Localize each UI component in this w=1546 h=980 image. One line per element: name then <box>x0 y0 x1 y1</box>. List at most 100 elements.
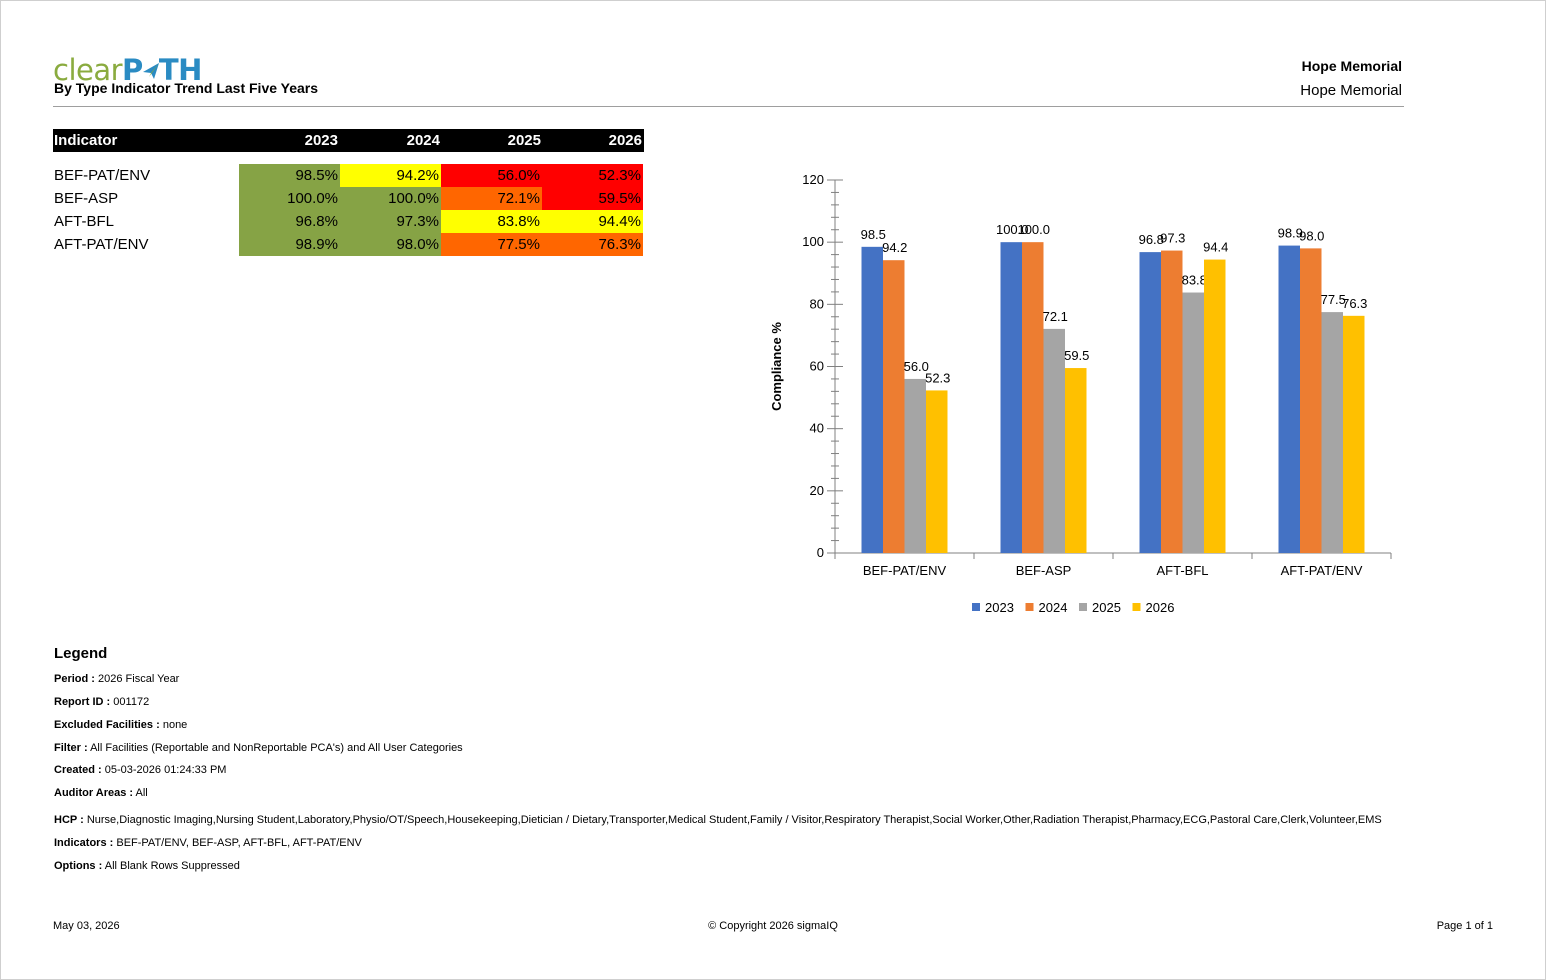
bar <box>904 378 926 553</box>
legend-item-value: 05-03-2026 01:24:33 PM <box>104 764 227 776</box>
table-cell: 56.0% <box>441 164 542 187</box>
legend-swatch <box>1079 603 1087 611</box>
legend-entry: 2026 <box>1146 600 1175 615</box>
legend-title: Legend <box>54 645 108 662</box>
data-label: 96.8 <box>1139 232 1164 247</box>
legend-item: Auditor Areas : All <box>54 787 148 799</box>
header-indicator: Indicator <box>54 132 118 149</box>
paper-plane-icon <box>142 63 159 79</box>
bar <box>1139 252 1161 553</box>
legend-swatch <box>972 603 980 611</box>
x-tick-label: BEF-ASP <box>1016 563 1072 578</box>
legend-item-label: HCP : <box>54 814 84 826</box>
legend-entry: 2025 <box>1092 600 1121 615</box>
bar <box>883 260 905 553</box>
y-tick-label: 40 <box>810 421 824 436</box>
legend-entry: 2024 <box>1039 600 1068 615</box>
legend-item-label: Indicators : <box>54 837 114 849</box>
data-label: 56.0 <box>904 359 929 374</box>
indicator-label: AFT-BFL <box>54 213 115 230</box>
footer-date: May 03, 2026 <box>53 920 120 932</box>
header-2026: 2026 <box>608 132 642 149</box>
header-2023: 2023 <box>304 132 338 149</box>
legend-item: Excluded Facilities : none <box>54 719 187 731</box>
data-label: 94.2 <box>882 240 907 255</box>
table-cell: 98.5% <box>239 164 340 187</box>
table-cell: 52.3% <box>542 164 643 187</box>
y-tick-label: 60 <box>810 359 824 374</box>
legend-item-label: Options : <box>54 860 103 872</box>
data-label: 94.4 <box>1203 240 1228 255</box>
data-label: 77.5 <box>1321 292 1346 307</box>
legend-item: Indicators : BEF-PAT/ENV, BEF-ASP, AFT-B… <box>54 837 362 849</box>
footer-copyright: © Copyright 2026 sigmaIQ <box>708 920 838 932</box>
x-tick-label: AFT-PAT/ENV <box>1281 563 1363 578</box>
table-row: AFT-PAT/ENV 98.9% 98.0% 77.5% 76.3% <box>53 233 644 256</box>
table-cell: 97.3% <box>340 210 441 233</box>
table-cell: 83.8% <box>441 210 542 233</box>
table-cell: 72.1% <box>441 187 542 210</box>
bar <box>926 390 948 553</box>
table-row: BEF-ASP 100.0% 100.0% 72.1% 59.5% <box>53 187 644 210</box>
bar <box>1022 242 1044 553</box>
legend-item: Filter : All Facilities (Reportable and … <box>54 742 463 754</box>
data-label: 52.3 <box>925 370 950 385</box>
table-header: Indicator 2023 2024 2025 2026 <box>53 129 644 152</box>
legend-swatch <box>1025 603 1034 611</box>
header-2025: 2025 <box>507 132 541 149</box>
table-cell: 98.0% <box>340 233 441 256</box>
y-tick-label: 80 <box>810 296 824 311</box>
data-label: 72.1 <box>1043 309 1068 324</box>
data-label: 98.0 <box>1299 228 1324 243</box>
legend-item: Report ID : 001172 <box>54 696 149 708</box>
bar <box>1300 248 1322 553</box>
data-label: 59.5 <box>1064 348 1089 363</box>
legend-item-value: All Facilities (Reportable and NonReport… <box>90 742 463 754</box>
data-label: 98.9 <box>1278 226 1303 241</box>
y-tick-label: 20 <box>810 483 824 498</box>
x-tick-label: BEF-PAT/ENV <box>863 563 947 578</box>
footer-page-number: Page 1 of 1 <box>1436 920 1493 932</box>
data-label: 97.3 <box>1160 231 1185 246</box>
legend-item-value: 001172 <box>113 696 150 708</box>
hospital-name-bold: Hope Memorial <box>1301 58 1402 74</box>
data-label: 100.0 <box>996 222 1029 237</box>
bar <box>1321 312 1343 553</box>
logo-text-th: TH <box>158 53 203 87</box>
bar <box>1182 292 1204 553</box>
legend-item-value: BEF-PAT/ENV, BEF-ASP, AFT-BFL, AFT-PAT/E… <box>116 837 362 849</box>
indicator-label: AFT-PAT/ENV <box>54 236 149 253</box>
table-cell: 94.2% <box>340 164 441 187</box>
clearpath-logo: clearP TH <box>53 54 202 86</box>
y-tick-label: 100 <box>802 234 824 249</box>
data-label: 100.0 <box>1017 222 1050 237</box>
logo-text-clear: clear <box>53 53 123 87</box>
bar <box>1161 250 1183 553</box>
logo-text-p: P <box>122 53 143 87</box>
table-cell: 94.4% <box>542 210 643 233</box>
table-cell: 77.5% <box>441 233 542 256</box>
bar <box>861 246 883 553</box>
hospital-name: Hope Memorial <box>1300 82 1402 99</box>
legend-item: Options : All Blank Rows Suppressed <box>54 860 240 872</box>
table-cell: 100.0% <box>340 187 441 210</box>
data-label: 83.8 <box>1182 273 1207 288</box>
bar <box>1043 328 1065 553</box>
legend-entry: 2023 <box>985 600 1014 615</box>
legend-item: Period : 2026 Fiscal Year <box>54 673 179 685</box>
bar <box>1343 315 1365 553</box>
legend-item-label: Created : <box>54 764 102 776</box>
legend-item-label: Filter : <box>54 742 88 754</box>
indicator-label: BEF-ASP <box>54 190 119 207</box>
legend-item-label: Excluded Facilities : <box>54 719 160 731</box>
compliance-bar-chart: 0 20 40 60 80 100 120 Compliance % BEF-PAT/ENV 98… <box>769 172 1392 615</box>
table-cell: 59.5% <box>542 187 643 210</box>
bar <box>1000 242 1022 553</box>
table-cell: 76.3% <box>542 233 643 256</box>
report-subtitle: By Type Indicator Trend Last Five Years <box>54 80 319 96</box>
y-axis-title: Compliance % <box>769 322 784 411</box>
bar <box>1065 368 1087 553</box>
legend-item-label: Auditor Areas : <box>54 787 134 799</box>
header-divider <box>53 106 1404 107</box>
legend-item-value: none <box>162 719 188 731</box>
